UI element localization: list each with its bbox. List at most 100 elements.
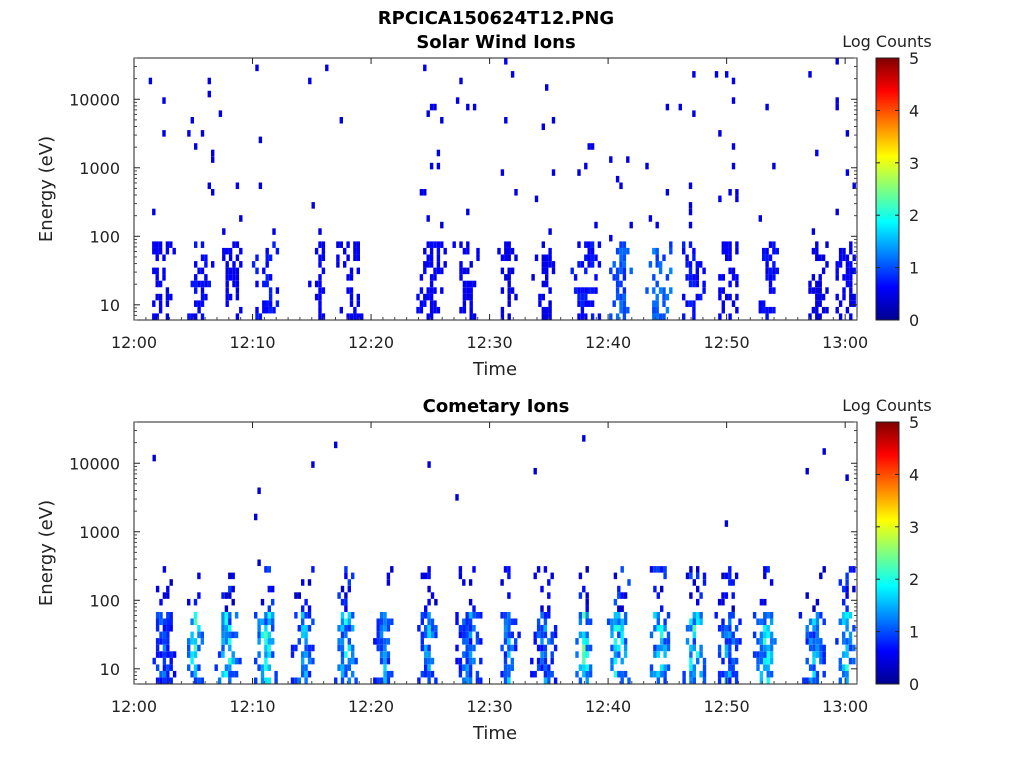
heatmap-cell <box>812 625 816 632</box>
heatmap-cell <box>211 189 215 196</box>
heatmap-cell <box>239 247 243 255</box>
heatmap-cell <box>351 657 355 665</box>
heatmap-cell <box>617 612 621 619</box>
heatmap-cell <box>578 618 583 626</box>
heatmap-cell <box>386 677 391 685</box>
heatmap-cell <box>731 274 736 281</box>
heatmap-cell <box>584 287 588 294</box>
heatmap-cell <box>434 631 438 639</box>
x-tick-label: 13:00 <box>822 697 868 716</box>
heatmap-cell <box>472 644 476 652</box>
heatmap-cell <box>347 644 351 652</box>
heatmap-cell <box>533 467 537 475</box>
heatmap-cell <box>811 228 816 235</box>
heatmap-cell <box>689 592 693 599</box>
heatmap-cell <box>379 644 384 652</box>
heatmap-cell <box>629 267 633 275</box>
heatmap-cell <box>818 293 822 301</box>
heatmap-cell <box>383 638 387 645</box>
heatmap-cell <box>166 664 170 671</box>
heatmap-cell <box>258 182 263 190</box>
heatmap-cell <box>510 657 514 665</box>
heatmap-cell <box>534 254 539 262</box>
heatmap-cell <box>294 677 298 685</box>
heatmap-cell <box>692 644 696 652</box>
heatmap-cell <box>620 592 624 599</box>
heatmap-cell <box>194 300 198 307</box>
heatmap-cell <box>658 267 663 275</box>
heatmap-cell <box>617 631 621 639</box>
heatmap-cell <box>584 313 588 320</box>
heatmap-cell <box>349 293 354 301</box>
heatmap-cell <box>503 677 508 685</box>
heatmap-cell <box>543 657 548 665</box>
heatmap-cell <box>504 241 508 248</box>
heatmap-cell <box>735 293 739 301</box>
heatmap-cell <box>235 254 240 262</box>
heatmap-cell <box>728 572 732 580</box>
heatmap-cell <box>424 572 428 580</box>
heatmap-cell <box>551 261 556 268</box>
heatmap-cell <box>465 612 469 619</box>
heatmap-cell <box>356 247 360 255</box>
heatmap-cell <box>228 254 233 262</box>
heatmap-cell <box>429 247 434 255</box>
heatmap-cell <box>225 261 229 268</box>
heatmap-cell <box>540 651 544 658</box>
colorbar-tick-label: 4 <box>909 101 919 120</box>
heatmap-cell <box>688 221 693 229</box>
heatmap-cell <box>479 638 483 645</box>
heatmap-cell <box>267 638 271 645</box>
heatmap-cell <box>669 287 673 294</box>
heatmap-cell <box>849 261 853 268</box>
heatmap-cell <box>845 585 849 593</box>
heatmap-cell <box>214 664 218 671</box>
heatmap-cell <box>656 670 660 678</box>
heatmap-cell <box>666 631 671 639</box>
heatmap-cell <box>234 670 239 678</box>
heatmap-cell <box>584 293 588 301</box>
heatmap-cell <box>386 651 391 658</box>
colorbar-label-solar-wind: Log Counts <box>842 32 932 51</box>
heatmap-cell <box>842 651 846 658</box>
heatmap-cell <box>440 221 444 229</box>
heatmap-cell <box>321 313 326 320</box>
heatmap-cell <box>321 287 326 294</box>
heatmap-cell <box>585 605 589 612</box>
heatmap-cell <box>692 254 696 262</box>
heatmap-cell <box>162 274 166 281</box>
heatmap-cell <box>622 247 627 255</box>
heatmap-cell <box>717 651 722 658</box>
heatmap-cell <box>503 625 508 632</box>
heatmap-cell <box>197 267 201 275</box>
heatmap-cell <box>200 313 205 320</box>
heatmap-cell <box>536 657 541 665</box>
heatmap-cell <box>340 625 345 632</box>
heatmap-cell <box>655 306 659 314</box>
heatmap-cell <box>334 677 338 685</box>
heatmap-cell <box>158 293 163 301</box>
heatmap-cell <box>190 280 194 288</box>
heatmap-cell <box>808 677 813 685</box>
heatmap-cell <box>344 631 348 639</box>
heatmap-cell <box>689 644 693 652</box>
heatmap-cell <box>666 638 671 645</box>
heatmap-cell <box>822 670 826 678</box>
heatmap-cell <box>819 657 823 665</box>
heatmap-cell <box>619 306 623 314</box>
heatmap-cell <box>763 664 767 671</box>
heatmap-cell <box>200 293 205 301</box>
heatmap-cell <box>344 670 348 678</box>
heatmap-cell <box>721 657 725 665</box>
heatmap-cell <box>510 644 514 652</box>
heatmap-cell <box>656 592 660 599</box>
heatmap-cell <box>510 618 514 626</box>
heatmap-cell <box>692 247 696 255</box>
heatmap-cell <box>427 664 431 671</box>
heatmap-cell <box>235 287 240 294</box>
heatmap-cell <box>424 631 428 639</box>
heatmap-cell <box>802 677 806 685</box>
heatmap-cell <box>590 254 595 262</box>
heatmap-cell <box>430 670 435 678</box>
heatmap-cell <box>162 618 167 626</box>
